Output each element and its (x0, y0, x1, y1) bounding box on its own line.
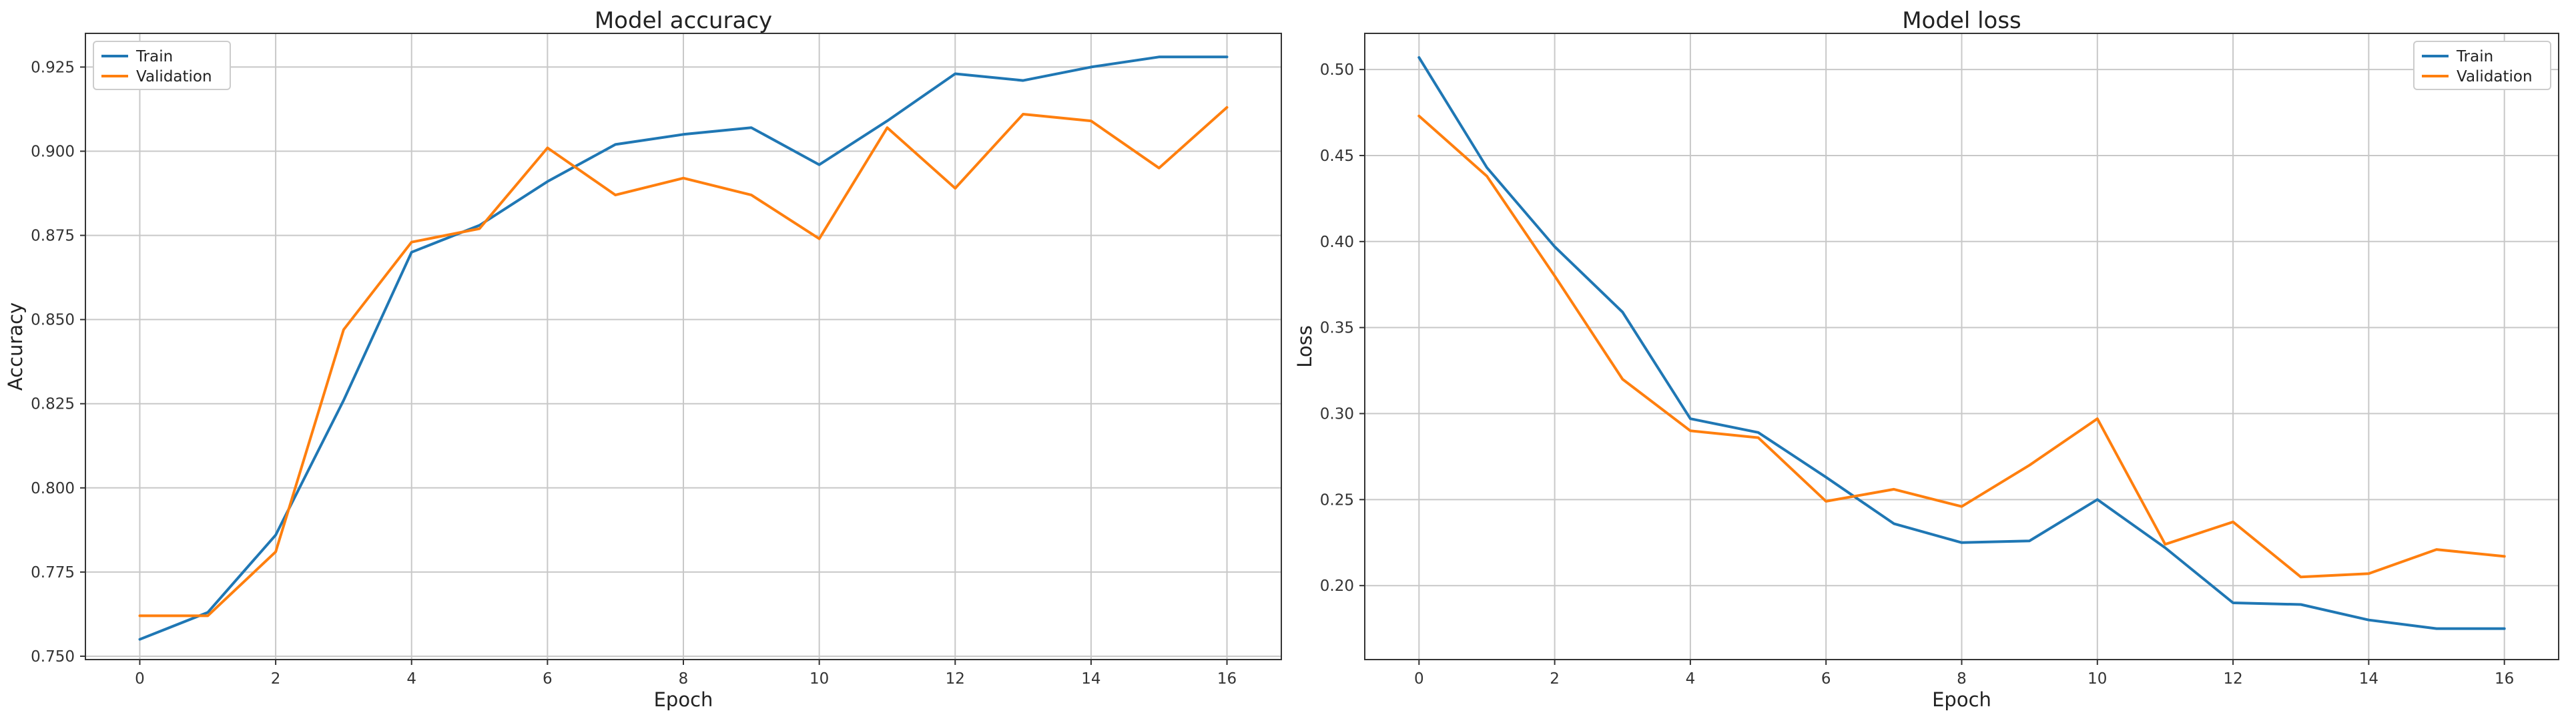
x-tick-label: 2 (1550, 670, 1560, 688)
x-tick-label: 14 (1081, 670, 1100, 688)
legend-label-train: Train (135, 48, 173, 65)
plot-frame (1364, 33, 2559, 660)
y-tick-label: 0.40 (1320, 234, 1354, 251)
chart-title: Model accuracy (595, 7, 772, 34)
x-tick-label: 0 (1414, 670, 1424, 688)
y-tick-label: 0.30 (1320, 406, 1354, 423)
chart-title: Model loss (1902, 7, 2021, 34)
y-tick-label: 0.875 (31, 228, 75, 245)
legend-label-train: Train (2456, 48, 2493, 65)
series-line-validation (1417, 114, 2506, 579)
series-line-train (1417, 56, 2506, 630)
y-tick-label: 0.800 (31, 480, 75, 497)
y-tick-label: 0.35 (1320, 320, 1354, 337)
x-tick-label: 10 (810, 670, 829, 688)
x-tick-label: 2 (271, 670, 281, 688)
y-tick-label: 0.20 (1320, 577, 1354, 595)
legend-label-validation: Validation (2457, 68, 2533, 85)
x-tick-label: 12 (946, 670, 965, 688)
x-tick-label: 0 (135, 670, 145, 688)
y-tick-label: 0.750 (31, 648, 75, 666)
x-tick-label: 8 (679, 670, 689, 688)
x-tick-label: 16 (2495, 670, 2514, 688)
y-tick-label: 0.775 (31, 564, 75, 581)
legend-label-validation: Validation (136, 68, 212, 85)
x-axis-label: Epoch (654, 688, 713, 711)
x-tick-label: 6 (1821, 670, 1831, 688)
y-tick-label: 0.45 (1320, 148, 1354, 165)
y-tick-label: 0.50 (1320, 61, 1354, 79)
plot-frame (85, 33, 1282, 660)
y-axis-label: Loss (1293, 325, 1316, 368)
y-tick-label: 0.900 (31, 144, 75, 161)
chart-0: 0 2 4 6 8 10 12 14 16 0.750 0.775 0.800 0.825 0.850 0.… (4, 7, 1282, 711)
x-tick-label: 8 (1957, 670, 1967, 688)
x-tick-label: 4 (406, 670, 416, 688)
x-tick-label: 12 (2223, 670, 2242, 688)
y-tick-label: 0.925 (31, 59, 75, 76)
x-tick-label: 16 (1217, 670, 1237, 688)
chart-1: 0 2 4 6 8 10 12 14 16 0.20 0.25 0.30 0.35 0.40 0.45 0.5… (1293, 7, 2559, 711)
x-tick-label: 10 (2087, 670, 2107, 688)
series-line-train (138, 55, 1229, 641)
x-tick-label: 14 (2359, 670, 2378, 688)
y-tick-label: 0.825 (31, 396, 75, 413)
x-axis-label: Epoch (1932, 688, 1991, 711)
y-tick-label: 0.25 (1320, 491, 1354, 509)
x-tick-label: 4 (1686, 670, 1696, 688)
y-tick-label: 0.850 (31, 312, 75, 329)
series-line-validation (138, 105, 1229, 618)
legend: Train Validation (93, 41, 231, 90)
legend: Train Validation (2413, 41, 2551, 90)
y-axis-label: Accuracy (4, 302, 27, 391)
x-tick-label: 6 (543, 670, 553, 688)
